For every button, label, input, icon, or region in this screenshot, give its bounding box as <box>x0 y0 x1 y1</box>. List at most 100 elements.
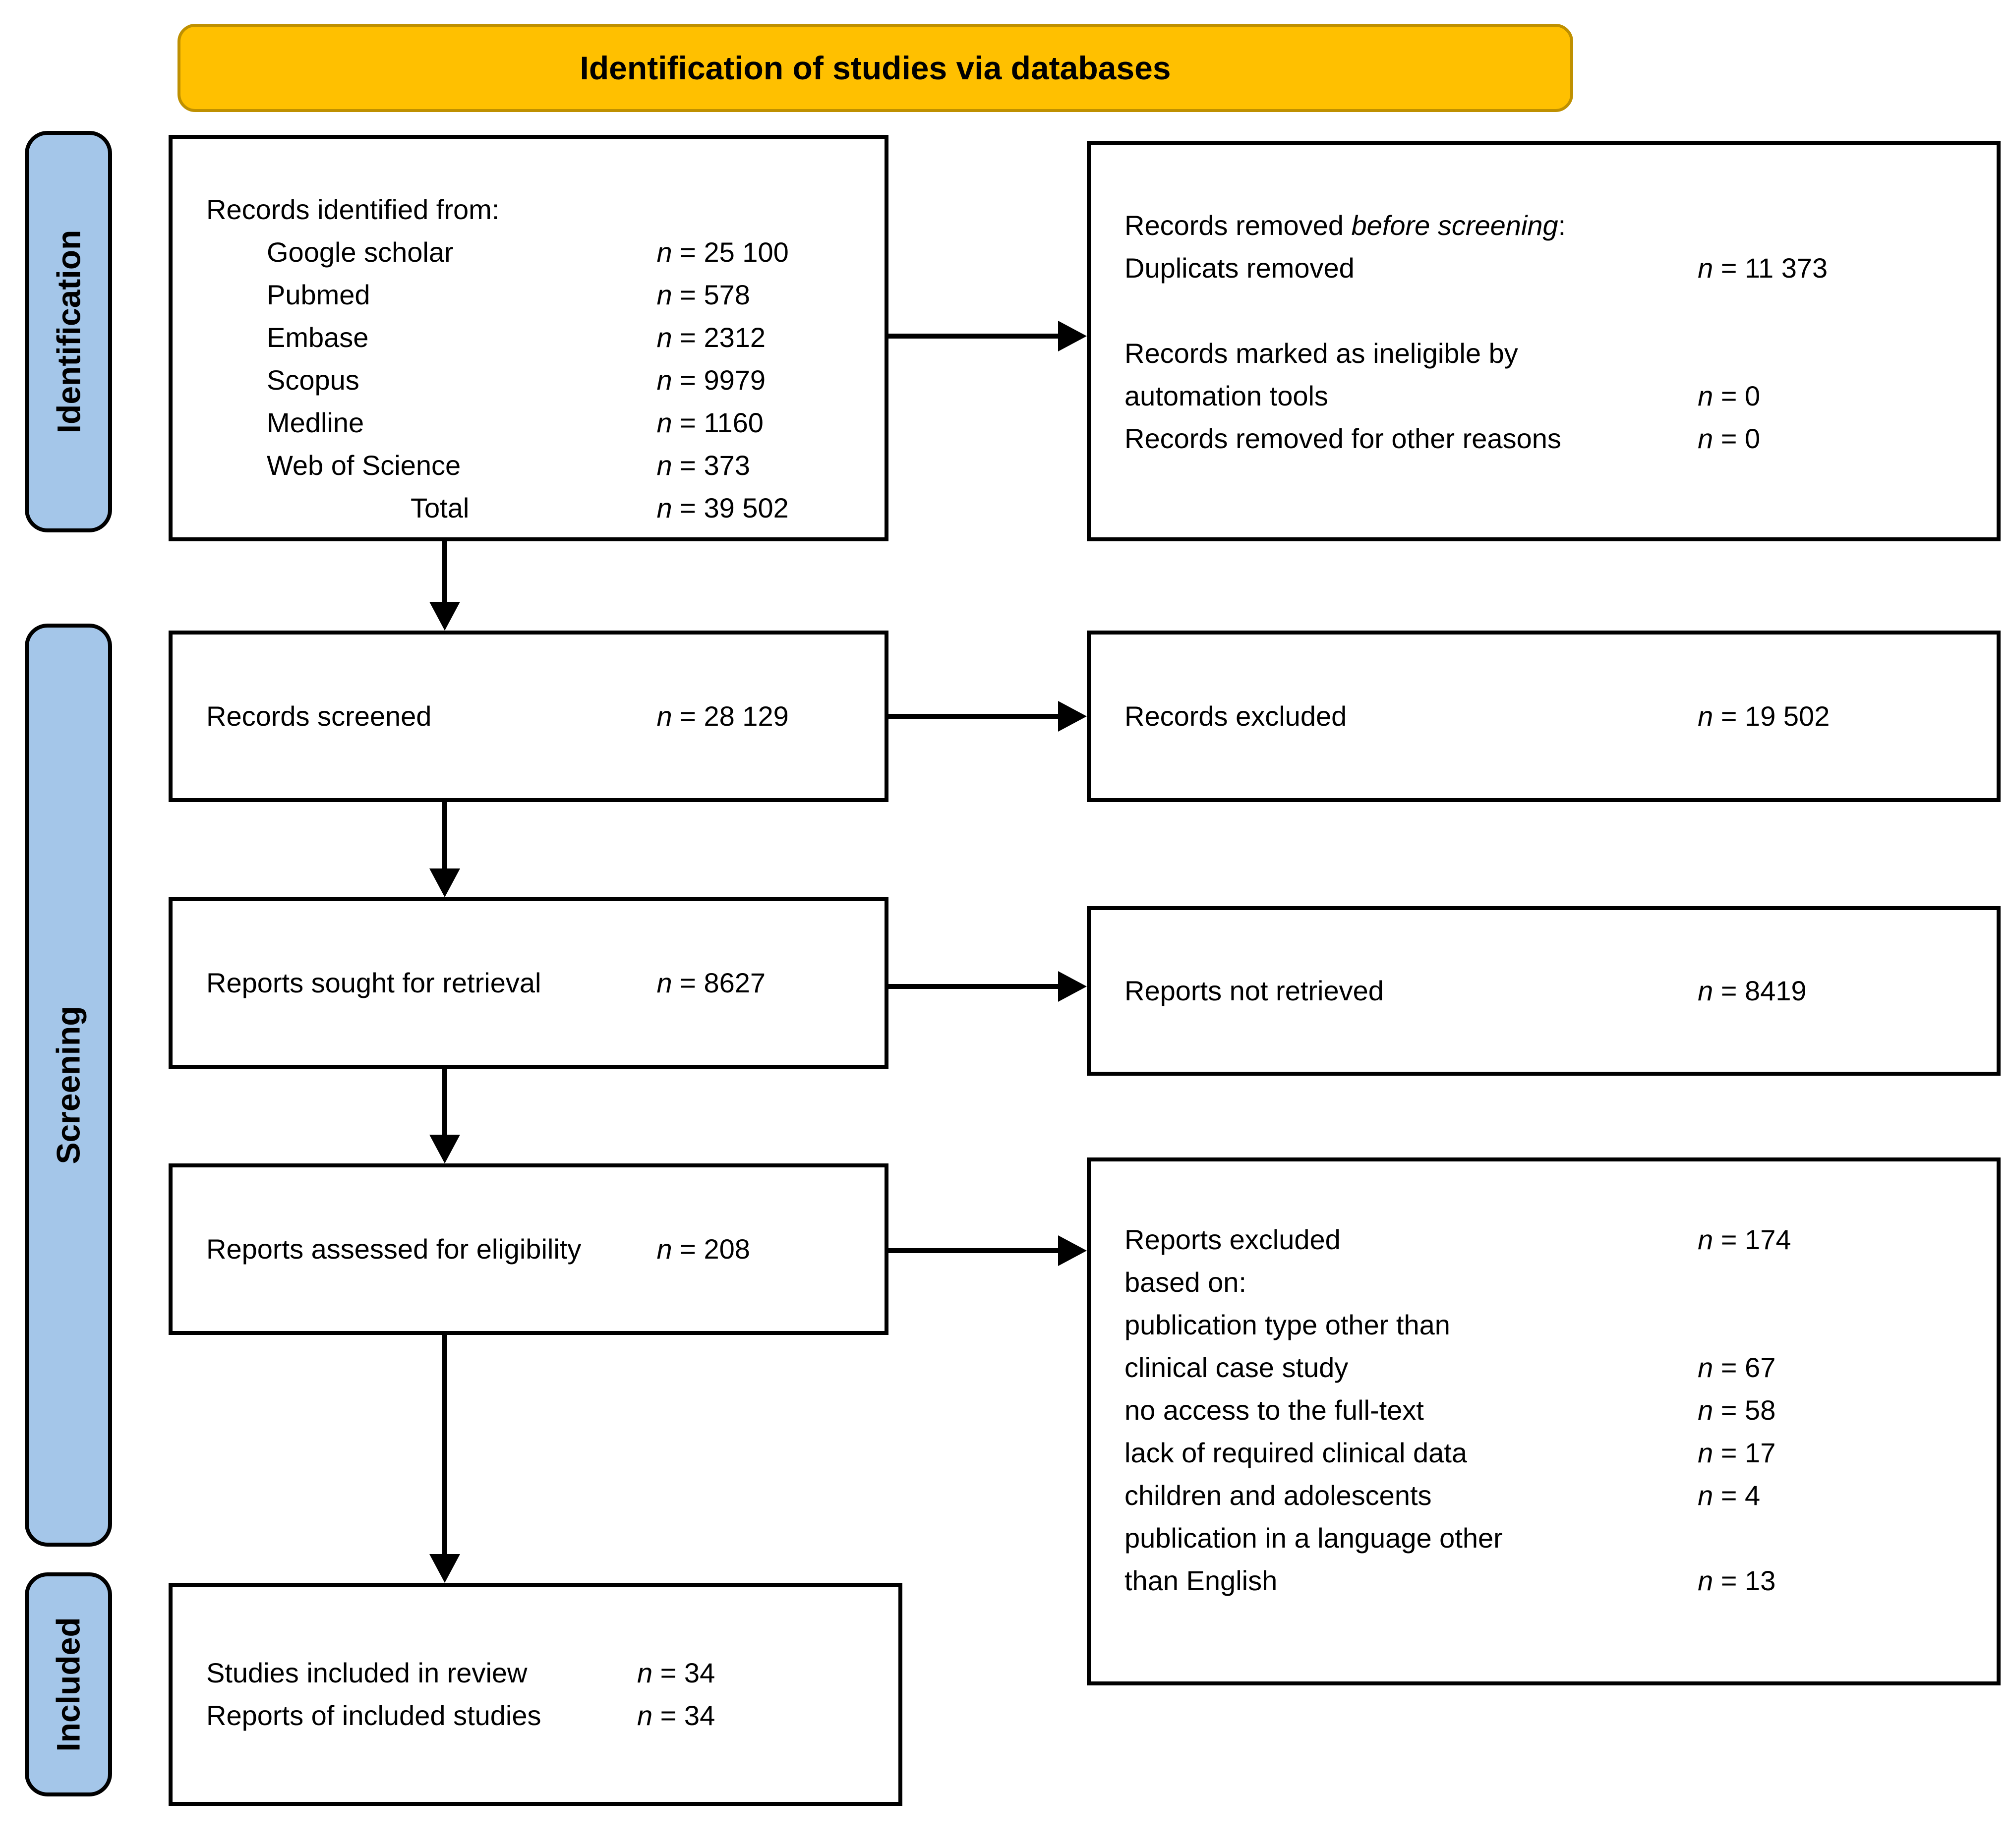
arrow-assessed-to-excluded <box>888 1235 1087 1267</box>
box-row-value: n = 1160 <box>656 407 764 438</box>
box-row: Scopus n = 9979 <box>173 359 885 402</box>
box-row-label: Records identified from: <box>206 194 500 225</box>
box-row: clinical case study n = 67 <box>1091 1346 1997 1389</box>
box-row-label: publication in a language other <box>1124 1522 1503 1554</box>
box-row: publication in a language other <box>1091 1517 1997 1559</box>
box-row-label: than English <box>1124 1565 1278 1596</box>
box-row-label: clinical case study <box>1124 1352 1349 1383</box>
box-row-label: automation tools <box>1124 380 1328 411</box>
stage-included: Included <box>25 1572 112 1796</box>
arrow-identified-to-screened <box>429 541 461 631</box>
box-row: Records removed before screening: <box>1091 204 1997 247</box>
box-row-value: n = 4 <box>1698 1480 1761 1511</box>
box-row: Records screened n = 28 129 <box>173 695 885 738</box>
box-studies-included-content: Studies included in review n = 34 Reports … <box>173 1652 898 1737</box>
box-row-value: n = 34 <box>637 1657 715 1688</box>
box-records-screened-content: Records screened n = 28 129 <box>173 695 885 738</box>
box-row-value: n = 208 <box>656 1233 750 1265</box>
box-row-label <box>1124 295 1132 326</box>
box-row-value: n = 28 129 <box>656 700 789 732</box>
box-row-label: Reports not retrieved <box>1124 975 1384 1006</box>
box-row-label: Reports sought for retrieval <box>206 967 541 998</box>
box-row-value: n = 19 502 <box>1698 700 1830 732</box>
box-row: Reports excluded n = 174 <box>1091 1218 1997 1261</box>
arrow-line <box>888 334 1062 339</box>
stage-screening-label: Screening <box>50 1006 87 1164</box>
box-row-value: n = 0 <box>1698 423 1761 454</box>
box-row-value: n = 13 <box>1698 1565 1776 1596</box>
box-row: children and adolescents n = 4 <box>1091 1474 1997 1517</box>
box-row-value: n = 17 <box>1698 1437 1776 1468</box>
box-row-label: no access to the full-text <box>1124 1394 1424 1426</box>
arrow-line <box>442 802 447 872</box>
arrowhead-right-icon <box>1058 971 1087 1002</box>
box-row-value: n = 8419 <box>1698 975 1807 1006</box>
box-row: Embase n = 2312 <box>173 316 885 359</box>
box-row-value: n = 67 <box>1698 1352 1776 1383</box>
box-reports-not-retrieved-content: Reports not retrieved n = 8419 <box>1091 970 1997 1012</box>
box-row-label: Medline <box>267 407 364 438</box>
arrowhead-down-icon <box>429 602 460 631</box>
box-row-label: Duplicats removed <box>1124 252 1355 284</box>
arrow-line <box>888 714 1062 719</box>
stage-included-label: Included <box>50 1617 87 1752</box>
box-row-value: n = 578 <box>656 279 750 310</box>
box-row <box>1091 289 1997 332</box>
box-row-label: Embase <box>267 322 369 353</box>
box-row-value: n = 2312 <box>656 322 766 353</box>
box-row-label: Studies included in review <box>206 1657 528 1688</box>
box-row: Records marked as ineligible by <box>1091 332 1997 375</box>
box-row-label: lack of required clinical data <box>1124 1437 1468 1468</box>
box-row: Reports sought for retrieval n = 8627 <box>173 962 885 1004</box>
box-row-value: n = 373 <box>656 450 750 481</box>
arrow-line <box>442 1335 447 1558</box>
box-row-label: based on: <box>1124 1267 1246 1298</box>
box-reports-excluded-content: Reports excluded n = 174 based on: publicat… <box>1091 1218 1997 1602</box>
box-row: Reports of included studies n = 34 <box>173 1694 898 1737</box>
stage-identification-label: Identification <box>50 230 87 434</box>
box-records-removed-content: Records removed before screening: Duplica… <box>1091 204 1997 460</box>
box-reports-assessed-for-eligibility: Reports assessed for eligibility n = 208 <box>169 1163 888 1335</box>
box-row: Records removed for other reasons n = 0 <box>1091 417 1997 460</box>
arrowhead-down-icon <box>429 1135 460 1163</box>
box-records-screened: Records screened n = 28 129 <box>169 631 888 802</box>
box-records-identified-content: Records identified from: Google scholar n … <box>173 188 885 529</box>
box-row-label: children and adolescents <box>1124 1480 1432 1511</box>
box-row-value: n = 34 <box>637 1700 715 1731</box>
arrow-sought-to-assessed <box>429 1069 461 1163</box>
box-reports-sought-for-retrieval: Reports sought for retrieval n = 8627 <box>169 897 888 1069</box>
box-row-value: n = 8627 <box>656 967 766 998</box>
box-reports-sought-content: Reports sought for retrieval n = 8627 <box>173 962 885 1004</box>
box-row-label: Scopus <box>267 364 359 396</box>
box-row-label: Reports excluded <box>1124 1224 1341 1255</box>
stage-identification: Identification <box>25 131 112 532</box>
box-row-value: n = 0 <box>1698 380 1761 411</box>
arrow-screened-to-excluded <box>888 700 1087 732</box>
arrow-identified-to-removed <box>888 320 1087 352</box>
box-row: Studies included in review n = 34 <box>173 1652 898 1694</box>
arrow-line <box>888 984 1062 989</box>
arrowhead-right-icon <box>1058 321 1087 351</box>
box-row-label: Reports assessed for eligibility <box>206 1233 582 1265</box>
arrow-line <box>888 1248 1062 1253</box>
box-studies-included-in-review: Studies included in review n = 34 Reports … <box>169 1583 902 1806</box>
box-row: Google scholar n = 25 100 <box>173 231 885 274</box>
arrow-line <box>442 541 447 606</box>
box-reports-assessed-content: Reports assessed for eligibility n = 208 <box>173 1228 885 1270</box>
box-records-excluded-content: Records excluded n = 19 502 <box>1091 695 1997 738</box>
arrow-assessed-to-included <box>429 1335 461 1583</box>
stage-screening: Screening <box>25 624 112 1547</box>
arrow-sought-to-not-retrieved <box>888 971 1087 1002</box>
box-row: Total n = 39 502 <box>173 487 885 529</box>
box-row-label: Records excluded <box>1124 700 1347 732</box>
box-row-value: n = 174 <box>1698 1224 1791 1255</box>
box-row-label: Pubmed <box>267 279 370 310</box>
arrowhead-down-icon <box>429 1554 460 1583</box>
box-records-removed-before-screening: Records removed before screening: Duplica… <box>1087 141 2001 541</box>
box-row-label: publication type other than <box>1124 1309 1450 1340</box>
box-row: than English n = 13 <box>1091 1559 1997 1602</box>
box-row-label: Records screened <box>206 700 432 732</box>
box-records-identified: Records identified from: Google scholar n … <box>169 135 888 541</box>
arrowhead-right-icon <box>1058 701 1087 732</box>
box-records-excluded: Records excluded n = 19 502 <box>1087 631 2001 802</box>
